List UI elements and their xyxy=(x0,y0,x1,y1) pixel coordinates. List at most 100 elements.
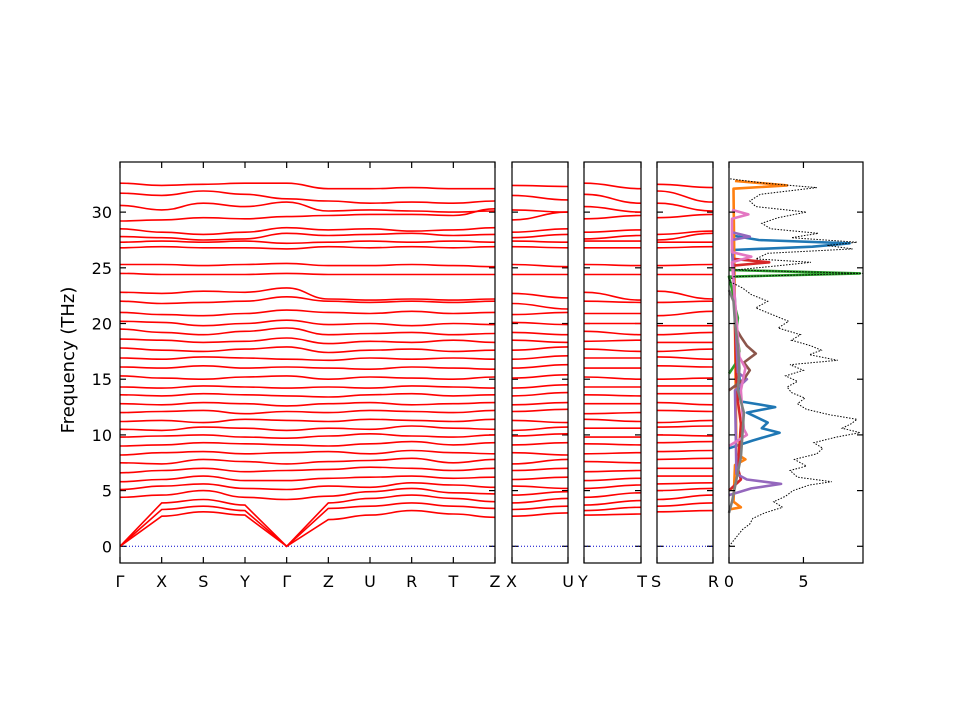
phonon-branch xyxy=(656,487,714,492)
phonon-branch xyxy=(656,300,714,304)
phonon-branch xyxy=(583,376,642,380)
panel-frame xyxy=(119,161,496,564)
phonon-branch xyxy=(119,327,496,336)
phonon-branch xyxy=(119,272,495,276)
panel-frame xyxy=(656,161,714,564)
high-symmetry-label: X xyxy=(506,572,517,591)
phonon-branch xyxy=(119,409,496,415)
phonon-branch xyxy=(511,476,569,481)
high-symmetry-label: X xyxy=(156,572,167,591)
phonon-branch xyxy=(656,419,714,424)
phonon-branch xyxy=(656,457,714,461)
phonon-branch xyxy=(656,232,714,241)
high-symmetry-label: T xyxy=(447,572,458,591)
phonon-branch xyxy=(511,441,569,446)
phonon-branch xyxy=(511,194,569,201)
phonon-branch xyxy=(583,451,642,455)
phonon-branch xyxy=(583,182,642,190)
phonon-branch xyxy=(119,475,496,483)
phonon-branch xyxy=(511,490,569,496)
phonon-branch xyxy=(511,321,569,326)
phonon-branch xyxy=(656,425,714,428)
high-symmetry-label: T xyxy=(636,572,647,591)
partial-dos-curve xyxy=(728,234,851,450)
phonon-branch xyxy=(120,262,496,268)
phonon-branch xyxy=(583,492,642,499)
y-tick-label: 15 xyxy=(92,370,112,389)
high-symmetry-label: Y xyxy=(577,572,588,591)
high-symmetry-label: S xyxy=(198,572,208,591)
phonon-branch xyxy=(656,440,714,444)
phonon-branch xyxy=(583,499,642,506)
dos-x-tick-label: 0 xyxy=(724,572,734,591)
phonon-branch xyxy=(583,339,642,343)
high-symmetry-label: Γ xyxy=(116,572,125,591)
phonon-branch xyxy=(583,300,642,304)
phonon-branch xyxy=(119,392,496,398)
high-symmetry-label: U xyxy=(562,572,574,591)
phonon-branch xyxy=(583,513,642,516)
phonon-branch xyxy=(511,339,569,344)
phonon-branch xyxy=(583,484,642,490)
phonon-branch xyxy=(656,377,714,380)
panel-frame xyxy=(511,161,569,564)
high-symmetry-label: R xyxy=(708,572,719,591)
phonon-branch xyxy=(511,331,569,336)
phonon-branch xyxy=(119,240,496,245)
phonon-branch xyxy=(583,506,642,512)
phonon-branch xyxy=(656,365,714,368)
phonon-branch xyxy=(511,485,569,490)
phonon-branch xyxy=(119,509,496,548)
phonon-branch xyxy=(511,512,569,517)
phonon-branch xyxy=(656,213,714,219)
phonon-branch xyxy=(583,330,642,336)
panel-frame xyxy=(583,161,642,564)
phonon-branch xyxy=(119,190,496,205)
phonon-branch xyxy=(511,233,569,239)
phonon-branch xyxy=(119,375,496,381)
phonon-branch xyxy=(511,228,569,233)
phonon-branch xyxy=(656,245,714,249)
phonon-branch xyxy=(511,426,569,432)
phonon-branch xyxy=(511,419,569,424)
phonon-branch xyxy=(119,440,496,447)
phonon-branch xyxy=(583,411,642,415)
phonon-branch xyxy=(119,319,496,327)
high-symmetry-label: U xyxy=(364,572,376,591)
phonon-branch xyxy=(119,232,496,241)
phonon-branch xyxy=(656,494,714,501)
phonon-branch xyxy=(583,205,642,213)
phonon-branch xyxy=(656,401,714,406)
phonon-branch xyxy=(119,487,496,501)
phonon-branch xyxy=(583,394,642,397)
phonon-branch xyxy=(511,401,569,406)
high-symmetry-label: Z xyxy=(490,572,501,591)
phonon-branch xyxy=(583,477,642,482)
phonon-branch xyxy=(511,505,569,511)
phonon-branch xyxy=(656,190,714,203)
phonon-branch xyxy=(119,364,496,371)
phonon-branch xyxy=(656,290,714,300)
phonon-branch xyxy=(656,449,714,453)
high-symmetry-label: S xyxy=(651,572,661,591)
phonon-branch xyxy=(656,409,714,413)
phonon-branch xyxy=(583,263,642,267)
phonon-branch xyxy=(119,425,496,432)
phonon-branch xyxy=(656,230,714,236)
y-tick-label: 10 xyxy=(92,426,112,445)
phonon-branch xyxy=(583,214,642,220)
partial-dos-curve xyxy=(728,179,789,511)
phonon-branch xyxy=(119,494,496,548)
dos-x-tick-label: 5 xyxy=(798,572,808,591)
band-panel-1: 0 5 10 15 20 25 30 Γ X S Y Γ Z U R T Z xyxy=(92,161,501,591)
phonon-branch xyxy=(119,295,496,305)
y-tick-label: 0 xyxy=(102,537,112,556)
phonon-branch xyxy=(511,384,569,389)
phonon-branch xyxy=(119,466,496,474)
phonon-branch xyxy=(119,432,496,440)
phonon-branch xyxy=(511,433,569,437)
partial-dos-curve xyxy=(728,230,783,497)
